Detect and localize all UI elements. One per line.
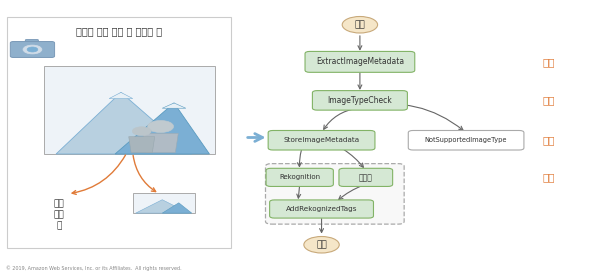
FancyBboxPatch shape xyxy=(44,66,215,154)
Ellipse shape xyxy=(304,236,339,253)
Text: 실패: 실패 xyxy=(543,135,555,145)
FancyBboxPatch shape xyxy=(268,131,375,150)
FancyBboxPatch shape xyxy=(313,90,407,110)
Text: © 2019, Amazon Web Services, Inc. or its Affiliates.  All rights reserved.: © 2019, Amazon Web Services, Inc. or its… xyxy=(6,265,182,271)
Text: 썸네일: 썸네일 xyxy=(359,173,373,182)
Polygon shape xyxy=(115,103,209,154)
Text: 분기: 분기 xyxy=(543,95,555,105)
Text: NotSupportedImageType: NotSupportedImageType xyxy=(425,137,507,143)
FancyBboxPatch shape xyxy=(25,40,38,43)
Text: 이미지 태그 지정 및 썸네일 앱: 이미지 태그 지정 및 썸네일 앱 xyxy=(76,27,162,37)
FancyBboxPatch shape xyxy=(305,51,415,72)
Polygon shape xyxy=(109,92,133,98)
Text: 종료: 종료 xyxy=(316,240,327,249)
Text: StoreImageMetadata: StoreImageMetadata xyxy=(283,137,360,143)
Circle shape xyxy=(148,120,173,133)
Polygon shape xyxy=(56,92,192,154)
FancyBboxPatch shape xyxy=(266,164,404,224)
Circle shape xyxy=(132,127,151,136)
FancyBboxPatch shape xyxy=(270,200,373,218)
Text: 병렬: 병렬 xyxy=(543,172,555,182)
Circle shape xyxy=(23,45,42,54)
FancyBboxPatch shape xyxy=(339,168,393,186)
Text: AddRekognizedTags: AddRekognizedTags xyxy=(286,206,358,212)
Text: ImageTypeCheck: ImageTypeCheck xyxy=(327,96,392,105)
Text: 시작: 시작 xyxy=(355,20,365,29)
Polygon shape xyxy=(129,137,155,153)
FancyBboxPatch shape xyxy=(10,42,54,57)
Text: Rekognition: Rekognition xyxy=(279,174,320,180)
FancyBboxPatch shape xyxy=(133,192,195,213)
Polygon shape xyxy=(136,200,189,213)
Text: 작업: 작업 xyxy=(543,57,555,67)
Text: 산맥
사람
눈: 산맥 사람 눈 xyxy=(54,199,64,230)
Polygon shape xyxy=(162,103,186,108)
Polygon shape xyxy=(162,203,192,213)
Text: ExtractImageMetadata: ExtractImageMetadata xyxy=(316,57,404,66)
Circle shape xyxy=(27,47,38,52)
FancyBboxPatch shape xyxy=(7,16,231,248)
FancyBboxPatch shape xyxy=(266,168,333,186)
Polygon shape xyxy=(143,133,178,153)
Ellipse shape xyxy=(342,16,378,33)
FancyBboxPatch shape xyxy=(408,131,524,150)
